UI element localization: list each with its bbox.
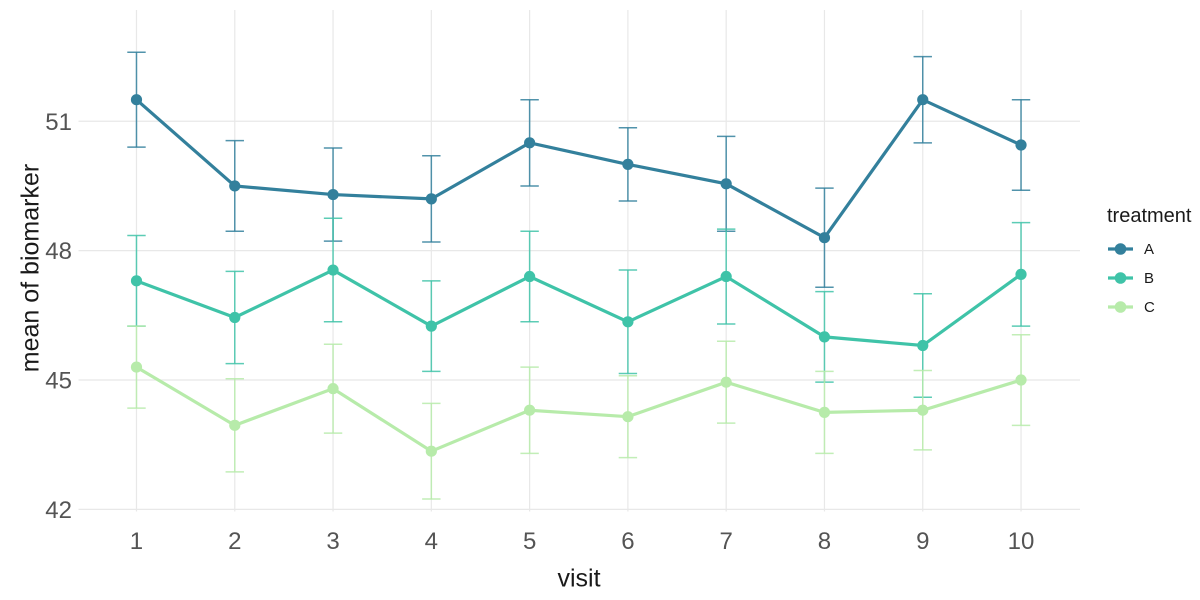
legend-item-C: C (1107, 294, 1191, 320)
series-A-points (130, 94, 1027, 244)
legend-title: treatment (1107, 205, 1192, 227)
x-axis-tick-labels: 1 2 3 4 5 6 7 8 9 10 (130, 528, 1035, 555)
series-B-line (135, 268, 1022, 348)
svg-text:51: 51 (45, 109, 72, 136)
svg-text:6: 6 (621, 528, 634, 555)
svg-text:1: 1 (130, 528, 143, 555)
x-axis-title: visit (557, 564, 601, 593)
svg-text:42: 42 (45, 497, 72, 524)
svg-text:8: 8 (818, 528, 831, 555)
gridlines-horizontal (78, 120, 1080, 511)
legend-label-B: B (1144, 269, 1155, 287)
svg-text:2: 2 (228, 528, 241, 555)
series-B (127, 217, 1031, 399)
svg-text:5: 5 (523, 528, 536, 555)
svg-text:4: 4 (425, 528, 438, 555)
series-A-errorbars (127, 51, 1031, 289)
svg-text:10: 10 (1008, 528, 1035, 555)
series-C-line (135, 365, 1022, 453)
svg-text:45: 45 (45, 368, 72, 395)
series-C (127, 325, 1031, 500)
series-A (127, 51, 1031, 289)
svg-text:7: 7 (720, 528, 733, 555)
series-C-points (130, 361, 1027, 457)
svg-text:3: 3 (326, 528, 339, 555)
legend-key-C-icon (1108, 301, 1133, 313)
series-B-errorbars (127, 217, 1031, 399)
gridlines-vertical (135, 10, 1022, 512)
y-axis-title: mean of biomarker (16, 163, 45, 373)
y-axis-tick-labels: 42 45 48 51 (45, 109, 72, 524)
series-A-line (135, 97, 1022, 240)
legend-label-C: C (1144, 298, 1155, 316)
legend-key-A-icon (1108, 243, 1133, 255)
legend-item-B: B (1107, 265, 1191, 291)
svg-text:48: 48 (45, 238, 72, 265)
legend-label-A: A (1144, 240, 1155, 258)
legend-item-A: A (1107, 236, 1191, 262)
svg-text:9: 9 (916, 528, 929, 555)
legend-key-B-icon (1108, 272, 1133, 284)
series-B-points (130, 264, 1027, 352)
